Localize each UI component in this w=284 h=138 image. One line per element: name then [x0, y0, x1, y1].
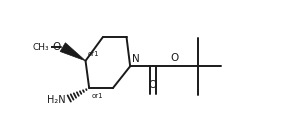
- Text: O: O: [171, 53, 179, 63]
- Text: N: N: [132, 55, 140, 64]
- Text: O: O: [149, 80, 157, 90]
- Text: O: O: [53, 42, 61, 52]
- Polygon shape: [60, 43, 85, 61]
- Text: or1: or1: [91, 93, 103, 99]
- Text: H₂N: H₂N: [47, 95, 66, 105]
- Text: or1: or1: [88, 51, 99, 57]
- Text: CH₃: CH₃: [32, 43, 49, 52]
